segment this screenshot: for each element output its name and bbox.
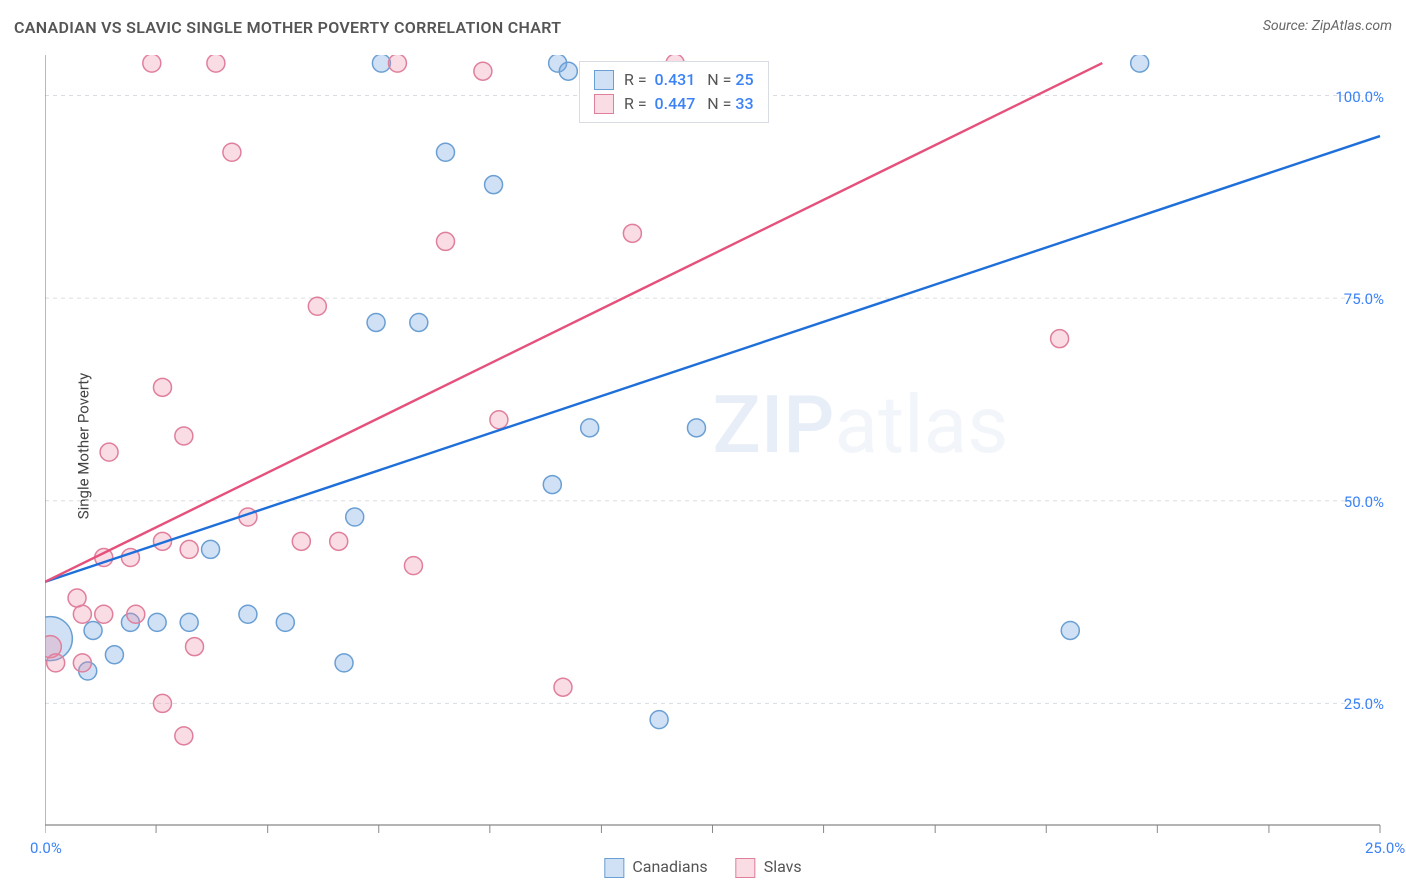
chart-title: CANADIAN VS SLAVIC SINGLE MOTHER POVERTY… — [14, 18, 561, 37]
y-tick-label: 100.0% — [1335, 88, 1384, 106]
x-tick-label: 0.0% — [30, 839, 62, 857]
legend-row: R = 0.431 N = 25 — [594, 68, 754, 92]
series-legend: Canadians Slavs — [604, 857, 801, 878]
plot-area — [45, 55, 1406, 865]
correlation-legend: R = 0.431 N = 25R = 0.447 N = 33 — [579, 61, 769, 123]
chart-source: Source: ZipAtlas.com — [1263, 18, 1392, 34]
chart-container: CANADIAN VS SLAVIC SINGLE MOTHER POVERTY… — [0, 0, 1406, 892]
legend-item: Slavs — [736, 857, 802, 878]
legend-item: Canadians — [604, 857, 707, 878]
x-tick-label: 25.0% — [1365, 839, 1405, 857]
y-tick-label: 50.0% — [1344, 493, 1384, 511]
y-tick-label: 75.0% — [1344, 290, 1384, 308]
legend-row: R = 0.447 N = 33 — [594, 92, 754, 116]
y-tick-label: 25.0% — [1344, 695, 1384, 713]
